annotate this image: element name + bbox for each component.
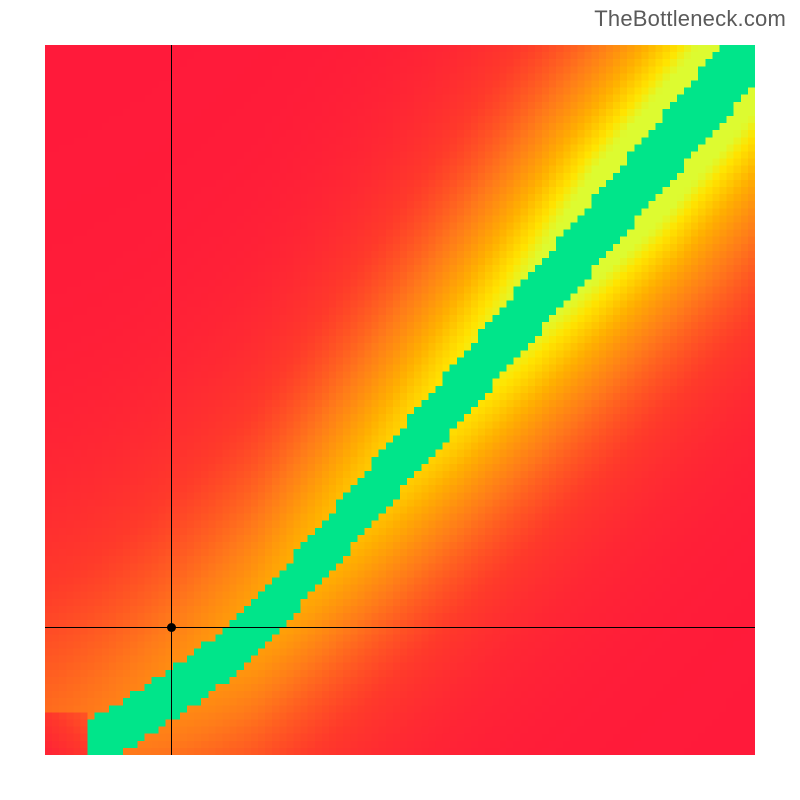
crosshair-vertical [171, 45, 172, 755]
watermark-text: TheBottleneck.com [594, 6, 786, 32]
plot-frame [45, 45, 755, 755]
heatmap-canvas [45, 45, 755, 755]
root: TheBottleneck.com [0, 0, 800, 800]
crosshair-dot [167, 623, 176, 632]
crosshair-horizontal [45, 627, 755, 628]
